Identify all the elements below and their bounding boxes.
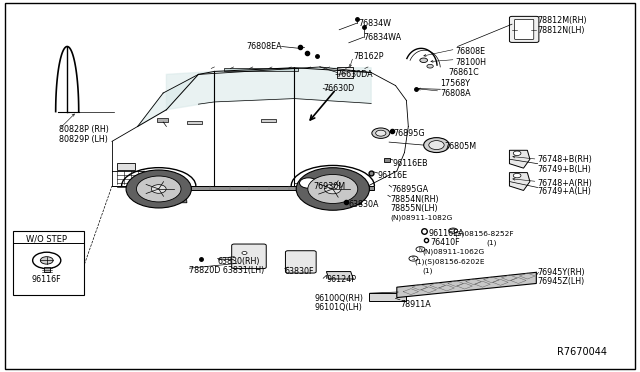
Circle shape [324,184,341,194]
Bar [261,119,276,122]
FancyBboxPatch shape [285,251,316,273]
FancyBboxPatch shape [515,19,534,39]
Circle shape [126,170,191,208]
Circle shape [427,64,433,68]
Polygon shape [326,272,353,279]
Text: 96116EA: 96116EA [429,229,465,238]
Text: 76945Y(RH): 76945Y(RH) [538,268,585,277]
Text: 76805M: 76805M [445,142,477,151]
Text: 76630DA: 76630DA [336,70,372,79]
FancyBboxPatch shape [232,244,266,269]
Text: 76630D: 76630D [323,84,355,93]
Polygon shape [397,272,536,298]
Text: 76410F: 76410F [430,238,460,247]
Text: (N)08911-1062G: (N)08911-1062G [422,249,484,256]
Circle shape [416,247,425,252]
Circle shape [296,168,369,210]
Text: 76808E: 76808E [456,47,486,56]
Text: 96116EB: 96116EB [393,159,429,168]
Text: 96116E: 96116E [378,171,408,180]
Text: 76748+A(RH): 76748+A(RH) [538,179,593,187]
Polygon shape [350,186,362,205]
Polygon shape [509,173,530,190]
Circle shape [151,185,166,193]
Polygon shape [214,68,294,102]
Text: N: N [419,247,422,252]
Text: 78100H: 78100H [456,58,486,67]
Text: 80828P (RH): 80828P (RH) [59,125,109,134]
Text: 17568Y: 17568Y [440,79,470,88]
Bar [117,163,135,170]
Bar [157,118,168,122]
Circle shape [300,178,317,188]
Text: S: S [412,256,415,261]
Polygon shape [138,74,198,126]
Circle shape [513,173,521,178]
Text: R7670044: R7670044 [557,347,607,356]
Circle shape [242,251,247,254]
Text: 76749+A(LH): 76749+A(LH) [538,187,591,196]
Bar [224,68,298,71]
Text: (N)08911-1082G: (N)08911-1082G [390,215,452,221]
Bar [147,186,374,190]
Text: 78911A: 78911A [400,300,431,309]
Text: 76895G: 76895G [394,129,425,138]
Polygon shape [166,71,214,110]
Bar [337,67,353,78]
Text: 76834W: 76834W [358,19,392,28]
Text: 78812N(LH): 78812N(LH) [538,26,585,35]
Circle shape [372,128,390,138]
Text: 78854N(RH): 78854N(RH) [390,195,439,204]
Bar [187,121,202,124]
Text: 78820D 63831(LH): 78820D 63831(LH) [189,266,265,275]
Bar [369,293,406,301]
Circle shape [429,141,444,150]
Text: 76834WA: 76834WA [364,33,402,42]
Text: 96101Q(LH): 96101Q(LH) [315,303,363,312]
Text: 96100Q(RH): 96100Q(RH) [315,294,364,303]
Text: 76945Z(LH): 76945Z(LH) [538,277,585,286]
Circle shape [308,174,358,203]
Text: 76895GA: 76895GA [392,185,429,194]
Polygon shape [509,150,530,168]
Bar [44,267,50,272]
Circle shape [424,138,449,153]
Text: W/O STEP: W/O STEP [26,234,67,243]
Text: 80829P (LH): 80829P (LH) [59,135,108,144]
Text: 76748+B(RH): 76748+B(RH) [538,155,593,164]
Text: 76861C: 76861C [448,68,479,77]
Text: 78812M(RH): 78812M(RH) [538,16,588,25]
Text: 63830A: 63830A [349,200,380,209]
Polygon shape [177,186,187,203]
Circle shape [513,151,521,155]
Circle shape [449,228,458,233]
Circle shape [40,257,53,264]
Text: 76808EA: 76808EA [246,42,282,51]
Bar [384,158,390,162]
FancyBboxPatch shape [509,16,539,42]
Text: (1): (1) [422,267,433,274]
Circle shape [409,256,418,261]
Polygon shape [294,68,371,103]
Circle shape [376,130,386,136]
Text: 76749+B(LH): 76749+B(LH) [538,165,591,174]
Text: 78855N(LH): 78855N(LH) [390,204,438,213]
Text: 76808A: 76808A [440,89,471,98]
Circle shape [136,176,181,202]
Text: (1): (1) [486,239,497,246]
Bar [13,231,84,295]
Circle shape [420,58,428,62]
Text: 76930M: 76930M [314,182,346,190]
Text: (S)08156-8252F: (S)08156-8252F [454,230,514,237]
Text: 63830F: 63830F [285,267,314,276]
Text: 7B162P: 7B162P [353,52,384,61]
Text: S: S [452,228,454,233]
Text: 96124P: 96124P [326,275,356,284]
Text: (1)(S)08156-6202E: (1)(S)08156-6202E [415,259,485,265]
Text: 96116F: 96116F [32,275,61,284]
Text: 63830(RH): 63830(RH) [218,257,260,266]
Circle shape [33,252,61,269]
